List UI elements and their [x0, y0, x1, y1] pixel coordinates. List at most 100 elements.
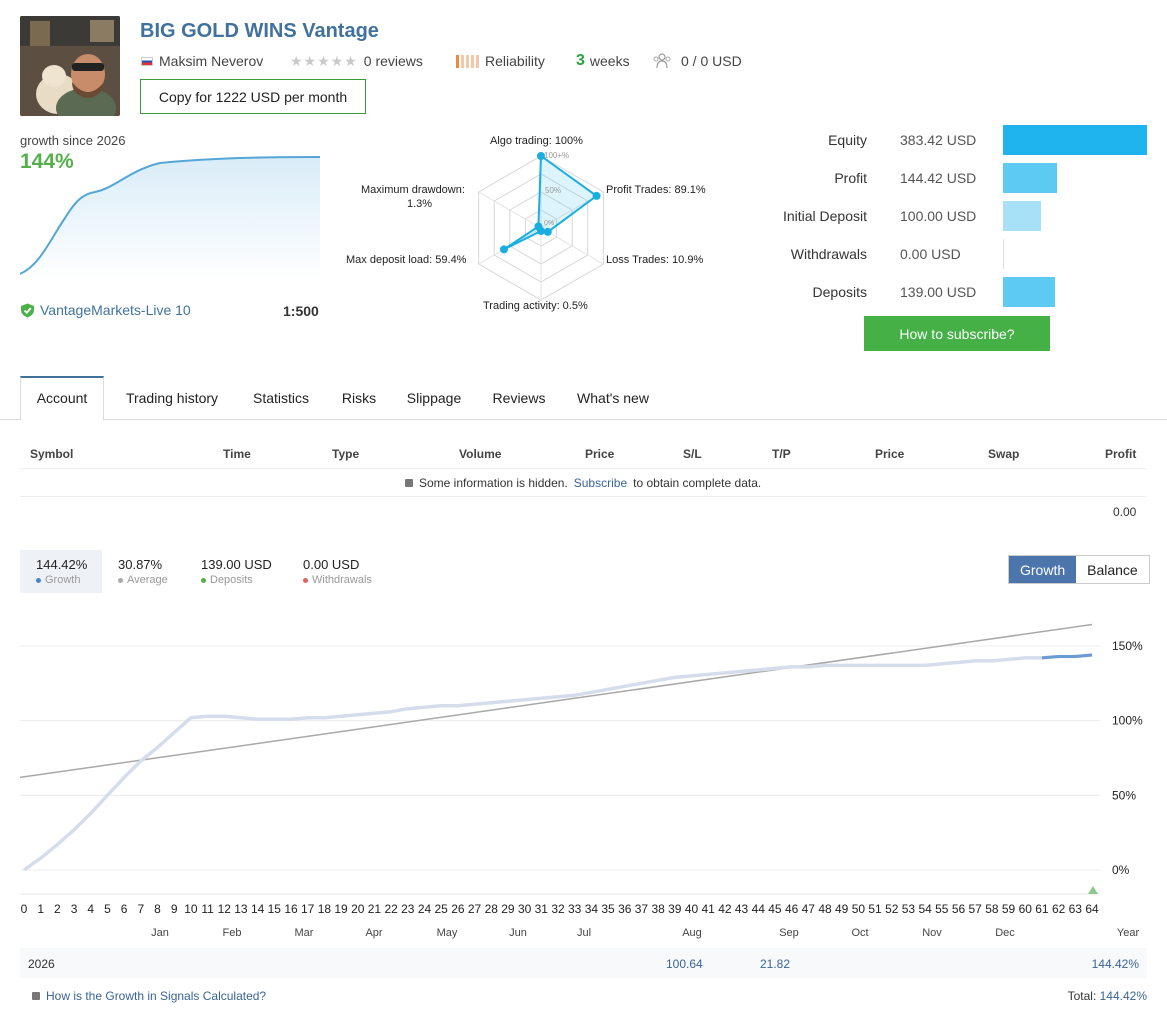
total-label: Total:	[1067, 989, 1097, 1003]
growth-calc-link[interactable]: How is the Growth in Signals Calculated?	[46, 989, 267, 1003]
summary-withdrawals[interactable]: 0.00 USD Withdrawals	[303, 550, 393, 593]
author-avatar[interactable]	[20, 16, 120, 116]
x-tick-label: 26	[451, 902, 465, 916]
x-tick-label: 7	[137, 902, 145, 916]
tab-statistics[interactable]: Statistics	[252, 390, 309, 406]
col-volume[interactable]: Volume	[459, 447, 502, 461]
balance-label: Withdrawals	[790, 246, 867, 262]
x-tick-label: 63	[1068, 902, 1082, 916]
summary-withdrawals-caption: Withdrawals	[312, 574, 372, 586]
how-to-subscribe-button[interactable]: How to subscribe?	[864, 316, 1050, 351]
year-row: 2026 100.64 21.82 144.42%	[20, 948, 1147, 978]
russia-flag-icon	[141, 56, 153, 66]
x-tick-label: 38	[651, 902, 665, 916]
balance-bar	[1003, 125, 1147, 155]
col-symbol[interactable]: Symbol	[30, 447, 74, 461]
reliability-info[interactable]: Reliability	[456, 52, 545, 70]
month-label: Nov	[922, 927, 942, 939]
col-price-open[interactable]: Price	[585, 447, 615, 461]
author-info[interactable]: Maksim Neverov	[141, 52, 263, 70]
radar-label-load: Max deposit load: 59.4%	[346, 254, 467, 266]
y-tick-label: 100%	[1112, 714, 1143, 728]
x-tick-label: 24	[417, 902, 432, 916]
table-divider	[20, 468, 1147, 469]
x-tick-label: 8	[154, 902, 161, 916]
reviews-count[interactable]: 0 reviews	[363, 53, 423, 69]
growth-calc-help[interactable]: How is the Growth in Signals Calculated?	[32, 989, 266, 1003]
radar-ring-0: 0%	[544, 220, 555, 227]
x-tick-label: 16	[284, 902, 298, 916]
weeks-label: weeks	[589, 53, 630, 69]
x-tick-label: 12	[217, 902, 231, 916]
growth-mini-chart	[20, 156, 320, 280]
balance-label: Profit	[834, 170, 867, 186]
weeks-number: 3	[576, 52, 585, 69]
x-tick-label: 57	[968, 902, 982, 916]
tab-whats-new[interactable]: What's new	[577, 390, 649, 406]
radar-point	[592, 191, 601, 200]
col-type[interactable]: Type	[332, 447, 360, 461]
x-tick-label: 30	[517, 902, 532, 916]
author-name[interactable]: Maksim Neverov	[159, 53, 264, 69]
balance-toggle-button[interactable]: Balance	[1076, 556, 1149, 583]
subscribers-info: 0 / 0 USD	[652, 52, 742, 70]
month-label: May	[436, 927, 458, 939]
col-tp[interactable]: T/P	[772, 447, 791, 461]
summary-growth[interactable]: 144.42% Growth	[20, 550, 102, 593]
aug-growth[interactable]: 100.64	[666, 957, 703, 971]
summary-average-caption: Average	[127, 574, 168, 586]
tab-trading-history[interactable]: Trading history	[125, 390, 219, 406]
radar-point	[534, 222, 543, 231]
radar-label-activity: Trading activity: 0.5%	[483, 300, 588, 312]
x-tick-label: 28	[484, 902, 498, 916]
col-profit[interactable]: Profit	[1105, 447, 1137, 461]
summary-deposits[interactable]: 139.00 USD Deposits	[201, 550, 291, 593]
tab-bar: Account Trading history Statistics Risks…	[0, 376, 1167, 421]
x-tick-label: 34	[584, 902, 599, 916]
tab-slippage[interactable]: Slippage	[406, 390, 462, 406]
x-tick-label: 11	[201, 902, 214, 916]
balance-row-initial-deposit: Initial Deposit 100.00 USD	[760, 201, 1160, 231]
year-label: 2026	[28, 957, 55, 971]
col-time[interactable]: Time	[223, 447, 251, 461]
server-name[interactable]: VantageMarkets-Live 10	[40, 302, 191, 318]
y-tick-label: 0%	[1112, 863, 1130, 877]
col-swap[interactable]: Swap	[988, 447, 1020, 461]
deposits-dot-icon	[201, 577, 206, 583]
copy-subscribe-button[interactable]: Copy for 1222 USD per month	[140, 79, 366, 114]
tab-reviews[interactable]: Reviews	[492, 390, 546, 406]
x-tick-label: 2	[54, 902, 61, 916]
subscribers-value: 0 / 0 USD	[681, 53, 742, 69]
x-tick-label: 60	[1018, 902, 1032, 916]
x-tick-label: 58	[985, 902, 999, 916]
growth-toggle-button[interactable]: Growth	[1009, 556, 1077, 583]
sep-growth[interactable]: 21.82	[760, 957, 791, 971]
subscribe-link[interactable]: Subscribe	[573, 476, 628, 490]
tab-account[interactable]: Account	[20, 376, 104, 421]
month-label: Jan	[151, 927, 169, 939]
summary-deposits-caption: Deposits	[210, 574, 253, 586]
col-sl[interactable]: S/L	[683, 447, 702, 461]
radar-ring-100: 100+%	[544, 151, 570, 160]
reviews-info[interactable]: ★★★★★ 0 reviews	[290, 52, 423, 70]
x-tick-label: 31	[534, 902, 548, 916]
x-axis-ticks: 0 1 2 3 4 5 6 7 8 9 10 11 12 13 14 15 16 17 18 19 20 21 22 23 24…	[0, 902, 1167, 918]
month-label: Oct	[851, 927, 869, 939]
broker-server[interactable]: VantageMarkets-Live 10	[20, 302, 191, 318]
x-tick-label: 14	[250, 902, 265, 916]
signal-title[interactable]: BIG GOLD WINS Vantage	[140, 20, 379, 42]
month-label: Dec	[995, 927, 1015, 939]
year-total-growth[interactable]: 144.42%	[1091, 957, 1139, 971]
x-tick-label: 49	[835, 902, 849, 916]
x-tick-label: 20	[351, 902, 365, 916]
summary-withdrawals-value: 0.00 USD	[303, 557, 360, 572]
hidden-note-text: Some information is hidden.	[419, 476, 568, 490]
balance-value: 383.42 USD	[900, 132, 977, 148]
col-price-close[interactable]: Price	[875, 447, 905, 461]
x-tick-label: 48	[818, 902, 832, 916]
x-tick-label: 27	[467, 902, 482, 916]
summary-average[interactable]: 30.87% Average	[118, 550, 198, 593]
x-tick-label: 25	[434, 902, 448, 916]
tab-risks[interactable]: Risks	[341, 390, 377, 406]
x-tick-label: 10	[184, 902, 198, 916]
